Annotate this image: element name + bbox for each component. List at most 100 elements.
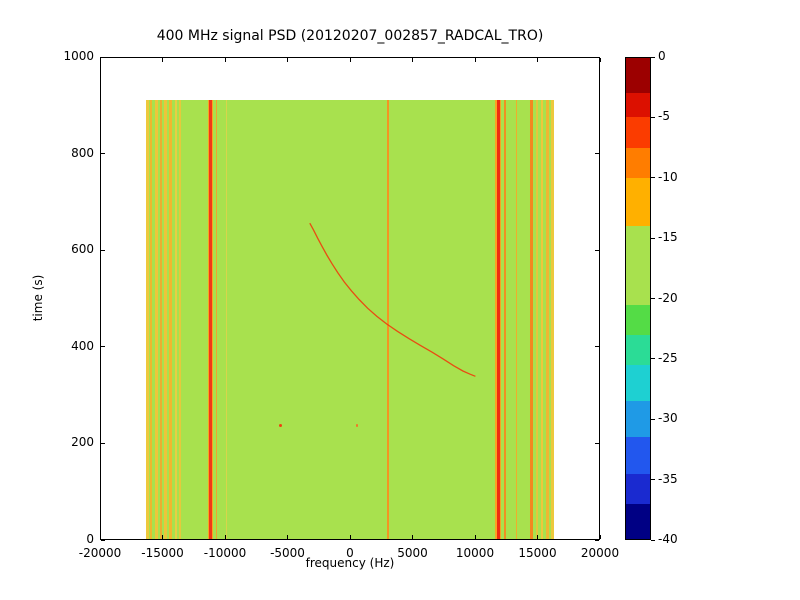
spectral-line	[215, 100, 217, 540]
x-tick-mark	[99, 535, 101, 539]
colorbar-tick-label: 0	[658, 49, 666, 63]
spectral-line	[546, 100, 549, 540]
colorbar-tick-label: -25	[658, 350, 678, 365]
colorbar-segment	[625, 437, 651, 475]
heatmap-dot	[278, 424, 282, 428]
y-tick-mark	[595, 346, 599, 348]
heatmap-dot	[355, 424, 359, 427]
x-tick-label: -20000	[78, 546, 122, 560]
spectral-line	[154, 100, 158, 540]
spectral-line	[540, 100, 544, 540]
colorbar-segment	[625, 117, 651, 149]
spectral-line	[535, 100, 538, 540]
x-axis-label: frequency (Hz)	[305, 556, 395, 570]
heatmap-plot-area	[145, 100, 555, 540]
spectral-line	[496, 100, 500, 540]
colorbar-tick-label: -10	[658, 169, 678, 184]
spectral-line	[174, 100, 177, 540]
colorbar-segment	[625, 473, 651, 505]
x-tick-mark	[349, 535, 351, 539]
colorbar-tick-label: -35	[658, 471, 678, 486]
spectral-line	[225, 100, 227, 540]
colorbar-segment	[625, 226, 651, 306]
x-tick-mark	[474, 58, 476, 62]
spectral-line	[209, 100, 212, 540]
x-tick-mark	[349, 58, 351, 62]
y-tick-label: 200	[71, 435, 94, 450]
colorbar-tick-mark	[651, 56, 655, 58]
chart-title: 400 MHz signal PSD (20120207_002857_RADC…	[156, 28, 544, 44]
y-tick-mark	[101, 56, 105, 58]
x-tick-mark	[599, 535, 601, 539]
spectral-line	[551, 100, 554, 540]
spectral-line	[150, 100, 153, 540]
y-tick-mark	[595, 153, 599, 155]
x-tick-mark	[599, 58, 601, 62]
spectral-line	[529, 100, 533, 540]
colorbar-segment	[625, 93, 651, 118]
colorbar-segment	[625, 147, 651, 179]
colorbar-segment	[625, 177, 651, 227]
colorbar-tick-mark	[651, 298, 655, 299]
colorbar-tick-label: -5	[658, 109, 670, 124]
colorbar-tick-label: -15	[658, 230, 678, 245]
colorbar-segment	[625, 57, 651, 94]
y-tick-mark	[101, 539, 105, 541]
spectral-line	[179, 100, 181, 540]
spectral-line	[164, 100, 168, 540]
colorbar-segment	[625, 334, 651, 366]
x-tick-label: 5000	[397, 546, 428, 560]
y-tick-mark	[595, 249, 599, 251]
colorbar-tick-label: -30	[658, 411, 678, 426]
x-tick-label: 10000	[455, 546, 495, 560]
spectral-line	[387, 100, 389, 540]
y-tick-mark	[595, 56, 599, 58]
colorbar-segment	[625, 304, 651, 336]
y-tick-mark	[101, 153, 105, 155]
doppler-track	[308, 223, 476, 378]
colorbar-segment	[625, 364, 651, 402]
x-tick-mark	[99, 58, 101, 62]
y-tick-label: 0	[86, 532, 94, 546]
colorbar-tick-label: -20	[658, 290, 678, 305]
y-tick-label: 600	[71, 242, 94, 257]
x-tick-label: 0	[346, 546, 354, 560]
colorbar-tick-mark	[651, 237, 655, 239]
x-tick-label: -5000	[270, 546, 305, 560]
x-tick-mark	[537, 535, 538, 539]
y-tick-label: 800	[71, 145, 94, 160]
x-tick-mark	[287, 58, 288, 62]
x-tick-label: 20000	[580, 546, 620, 560]
x-tick-mark	[224, 535, 226, 539]
y-tick-mark	[101, 442, 105, 444]
x-tick-mark	[412, 535, 413, 539]
colorbar	[625, 57, 651, 540]
y-tick-mark	[595, 442, 599, 444]
y-tick-mark	[101, 249, 105, 251]
colorbar-segment	[625, 401, 651, 438]
colorbar-tick-mark	[651, 418, 655, 420]
x-tick-mark	[412, 58, 413, 62]
x-tick-mark	[162, 58, 163, 62]
x-tick-mark	[474, 535, 476, 539]
x-tick-mark	[162, 535, 163, 539]
y-tick-mark	[595, 539, 599, 541]
colorbar-tick-mark	[651, 358, 655, 360]
x-tick-mark	[224, 58, 226, 62]
colorbar-tick-mark	[651, 479, 655, 481]
y-tick-mark	[101, 346, 105, 348]
x-tick-mark	[287, 535, 288, 539]
colorbar-tick-label: -40	[658, 532, 678, 546]
colorbar-tick-mark	[651, 116, 655, 118]
y-tick-label: 1000	[63, 49, 94, 63]
spectral-line	[159, 100, 162, 540]
x-tick-mark	[537, 58, 538, 62]
spectral-line	[145, 100, 149, 540]
colorbar-tick-mark	[651, 177, 655, 179]
colorbar-tick-mark	[651, 539, 655, 541]
x-tick-label: -10000	[203, 546, 247, 560]
x-tick-label: 15000	[518, 546, 557, 560]
x-tick-label: -15000	[141, 546, 184, 560]
spectral-line	[169, 100, 172, 540]
